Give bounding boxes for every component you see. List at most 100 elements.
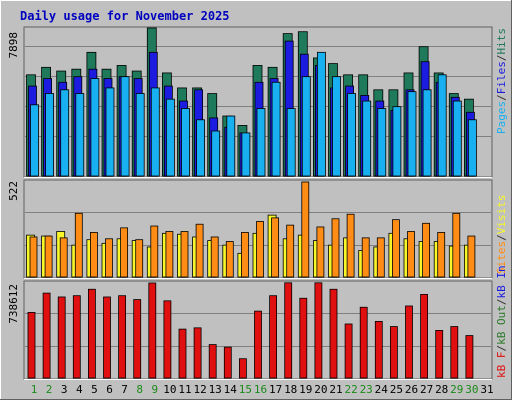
pages-bar-25 <box>392 106 402 177</box>
pages-bar-15 <box>241 132 251 177</box>
kbf-bar-26 <box>405 305 413 379</box>
sites-bar-8 <box>135 239 144 278</box>
day-label-2: 2 <box>46 383 53 396</box>
pages-bar-8 <box>135 93 145 177</box>
pages-bar-9 <box>150 87 160 177</box>
top-max-label: 7898 <box>7 32 20 59</box>
day-label-29: 29 <box>450 383 463 396</box>
day-label-6: 6 <box>106 383 113 396</box>
sites-bar-10 <box>165 231 174 278</box>
pages-bar-10 <box>165 98 175 177</box>
sites-bar-4 <box>74 212 83 278</box>
sites-bar-27 <box>422 222 431 278</box>
pages-bar-20 <box>316 51 326 177</box>
kbf-bar-19 <box>299 297 308 379</box>
day-label-8: 8 <box>136 383 143 396</box>
sites-bar-11 <box>180 231 189 278</box>
sites-bar-22 <box>346 213 355 278</box>
pages-bar-14 <box>226 115 236 177</box>
pages-bar-26 <box>407 91 417 177</box>
kbf-bar-14 <box>223 346 232 379</box>
pages-bar-17 <box>271 81 281 177</box>
pages-bar-18 <box>286 108 296 177</box>
pages-bar-6 <box>105 87 115 177</box>
legendTop-part-2: Files <box>495 61 508 94</box>
kbf-bar-9 <box>148 282 157 379</box>
day-label-14: 14 <box>224 383 238 396</box>
day-label-17: 17 <box>269 383 282 396</box>
sites-bar-21 <box>331 218 340 278</box>
kbf-bar-23 <box>359 306 368 379</box>
legendTop-part-4: Hits <box>495 28 508 55</box>
sites-bar-30 <box>467 235 476 278</box>
legendMid-part-1: / <box>495 234 508 241</box>
sites-bar-12 <box>195 223 204 278</box>
kbf-bar-21 <box>329 288 338 379</box>
sites-bar-1 <box>29 236 38 278</box>
day-label-11: 11 <box>178 383 191 396</box>
kbf-bar-25 <box>389 326 398 379</box>
middle-bars <box>26 181 476 278</box>
day-label-18: 18 <box>284 383 297 396</box>
sites-bar-13 <box>210 236 219 278</box>
day-label-21: 21 <box>329 383 342 396</box>
legendMid-part-0: Sites <box>495 241 508 274</box>
day-label-7: 7 <box>121 383 128 396</box>
kbf-bar-10 <box>163 300 172 379</box>
day-label-12: 12 <box>193 383 206 396</box>
middle-legend: Sites/Visits <box>495 195 508 275</box>
kbf-bar-16 <box>254 310 262 379</box>
day-label-15: 15 <box>239 383 252 396</box>
pages-bar-22 <box>347 93 357 177</box>
sites-bar-9 <box>150 225 159 278</box>
day-label-20: 20 <box>314 383 327 396</box>
sites-bar-3 <box>59 237 68 278</box>
kbf-bar-5 <box>88 288 96 379</box>
pages-bar-23 <box>362 100 372 177</box>
day-label-4: 4 <box>76 383 83 396</box>
top-legend: Pages/Files/Hits <box>495 28 508 134</box>
legendBot-part-0: kB F <box>495 352 508 379</box>
sites-bar-19 <box>301 181 310 278</box>
legendBot-part-1: / <box>495 345 508 352</box>
sites-bar-26 <box>407 231 415 278</box>
legendMid-part-2: Visits <box>495 195 508 235</box>
day-label-27: 27 <box>420 383 433 396</box>
kbf-bar-4 <box>72 295 81 379</box>
kbf-bar-12 <box>193 327 202 379</box>
sites-bar-6 <box>105 238 113 278</box>
day-label-25: 25 <box>390 383 403 396</box>
middle-max-label: 522 <box>7 181 20 201</box>
sites-bar-20 <box>316 226 325 278</box>
legendBot-text: kB F/kB Out/kB In <box>495 265 508 378</box>
day-label-1: 1 <box>31 383 38 396</box>
pages-bar-2 <box>45 93 54 177</box>
pages-bar-29 <box>452 100 462 177</box>
pages-bar-11 <box>181 108 190 177</box>
sites-bar-24 <box>376 237 385 278</box>
pages-bar-13 <box>211 130 221 177</box>
sites-bar-2 <box>44 235 53 278</box>
sites-bar-23 <box>361 237 370 278</box>
day-label-5: 5 <box>91 383 98 396</box>
kbf-bar-24 <box>374 321 383 379</box>
legendMid-text: Sites/Visits <box>495 195 508 275</box>
day-label-30: 30 <box>465 383 478 396</box>
kbf-bar-15 <box>238 358 247 379</box>
day-label-9: 9 <box>151 383 158 396</box>
sites-bar-5 <box>90 232 98 278</box>
day-label-24: 24 <box>375 383 389 396</box>
sites-bar-25 <box>391 219 400 278</box>
kbf-bar-30 <box>465 335 474 379</box>
kbf-bar-8 <box>133 299 142 379</box>
pages-bar-4 <box>75 93 85 177</box>
kbf-bar-7 <box>118 295 126 379</box>
bottom-legend: kB F/kB Out/kB In <box>495 265 508 378</box>
sites-bar-17 <box>271 217 280 278</box>
kbf-bar-2 <box>42 292 51 379</box>
legendTop-part-0: Pages <box>495 101 508 134</box>
pages-bar-21 <box>332 76 341 177</box>
sites-bar-29 <box>452 212 461 278</box>
legendTop-part-1: / <box>495 94 508 101</box>
